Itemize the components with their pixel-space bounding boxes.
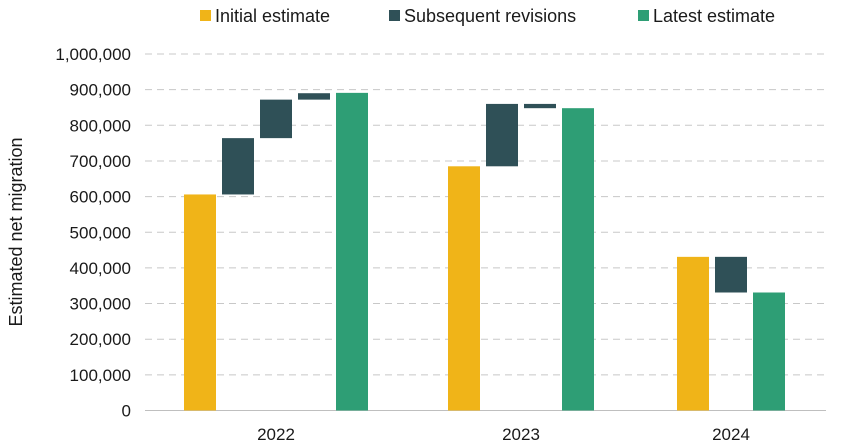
bar-initial-2022 — [184, 194, 216, 411]
bar-revision-2022-1 — [222, 138, 254, 195]
y-tick-label: 100,000 — [70, 366, 131, 385]
legend-label-revisions: Subsequent revisions — [404, 6, 576, 26]
x-axis-ticks: 2022 2023 2024 — [257, 425, 750, 444]
x-tick-label: 2023 — [502, 425, 540, 444]
x-tick-label: 2022 — [257, 425, 295, 444]
bar-latest-2024 — [753, 292, 785, 411]
bar-revision-2022-2 — [260, 99, 292, 139]
legend-label-initial: Initial estimate — [215, 6, 330, 26]
bar-initial-2024 — [677, 256, 709, 411]
y-tick-label: 700,000 — [70, 152, 131, 171]
bar-latest-2023 — [562, 108, 594, 411]
y-tick-label: 200,000 — [70, 330, 131, 349]
y-tick-label: 900,000 — [70, 81, 131, 100]
bar-revision-2023-2 — [524, 103, 556, 109]
y-tick-label: 300,000 — [70, 295, 131, 314]
y-tick-label: 1,000,000 — [55, 45, 131, 64]
y-tick-label: 600,000 — [70, 188, 131, 207]
bar-revision-2023-1 — [486, 103, 518, 167]
y-axis-title: Estimated net migration — [6, 137, 26, 326]
bar-revision-2024-1 — [715, 256, 747, 293]
bar-initial-2023 — [448, 166, 480, 411]
y-tick-label: 400,000 — [70, 259, 131, 278]
legend-swatch-latest — [638, 10, 649, 21]
bar-revision-2022-3 — [298, 93, 330, 100]
x-tick-label: 2024 — [712, 425, 750, 444]
bars — [184, 92, 785, 411]
y-axis-ticks: 0 100,000 200,000 300,000 400,000 500,000 600,… — [55, 45, 131, 421]
legend-swatch-initial — [200, 10, 211, 21]
bar-latest-2022 — [336, 92, 368, 411]
y-tick-label: 0 — [122, 402, 131, 421]
legend: Initial estimate Subsequent revisions La… — [200, 6, 775, 26]
gridlines — [145, 53, 826, 376]
legend-label-latest: Latest estimate — [653, 6, 775, 26]
legend-swatch-revisions — [389, 10, 400, 21]
y-tick-label: 500,000 — [70, 223, 131, 242]
y-tick-label: 800,000 — [70, 116, 131, 135]
